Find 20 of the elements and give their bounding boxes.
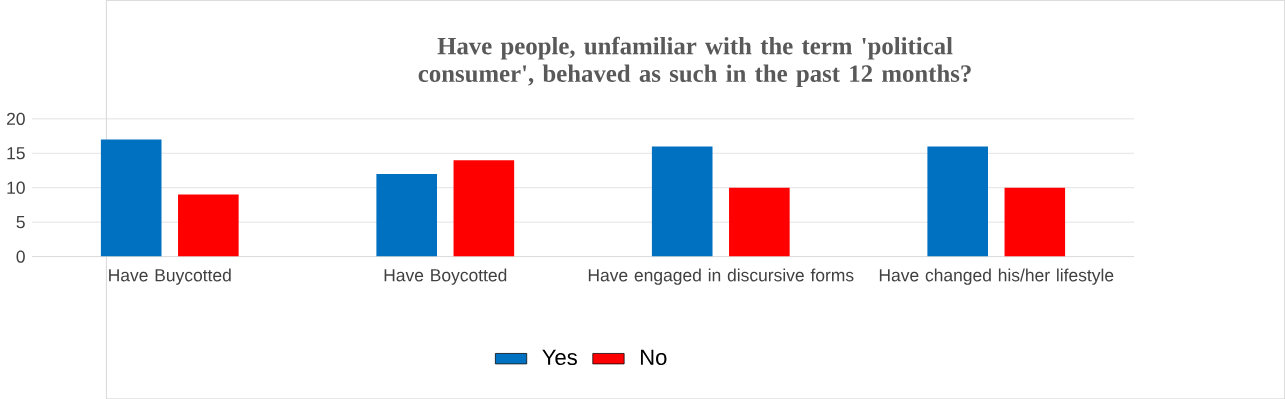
- y-tick-label: 20: [6, 112, 25, 125]
- legend-label: No: [641, 349, 667, 365]
- bar: [729, 187, 790, 257]
- legend-label: Yes: [542, 349, 577, 365]
- y-tick-label: 0: [16, 250, 25, 263]
- y-tick-label: 15: [7, 147, 25, 160]
- x-tick-label: Have Boycotted: [384, 268, 507, 285]
- chart-title: Have people, unfamiliar with the term 'political consumer', behaved as such in the past 12 months?: [418, 36, 971, 87]
- y-tick-label: 5: [16, 215, 25, 229]
- x-tick-label: Have changed his/her lifestyle: [879, 268, 1114, 285]
- bar: [376, 173, 438, 257]
- bar: [1004, 187, 1066, 257]
- x-tick-label: Have engaged in discursive forms: [588, 268, 854, 285]
- bar: [100, 139, 162, 257]
- bar: [453, 160, 515, 257]
- bar: [651, 146, 713, 257]
- bar: [927, 146, 989, 257]
- x-tick-label: Have Buycotted: [109, 268, 231, 285]
- bar: [178, 194, 239, 257]
- y-tick-label: 10: [7, 181, 25, 194]
